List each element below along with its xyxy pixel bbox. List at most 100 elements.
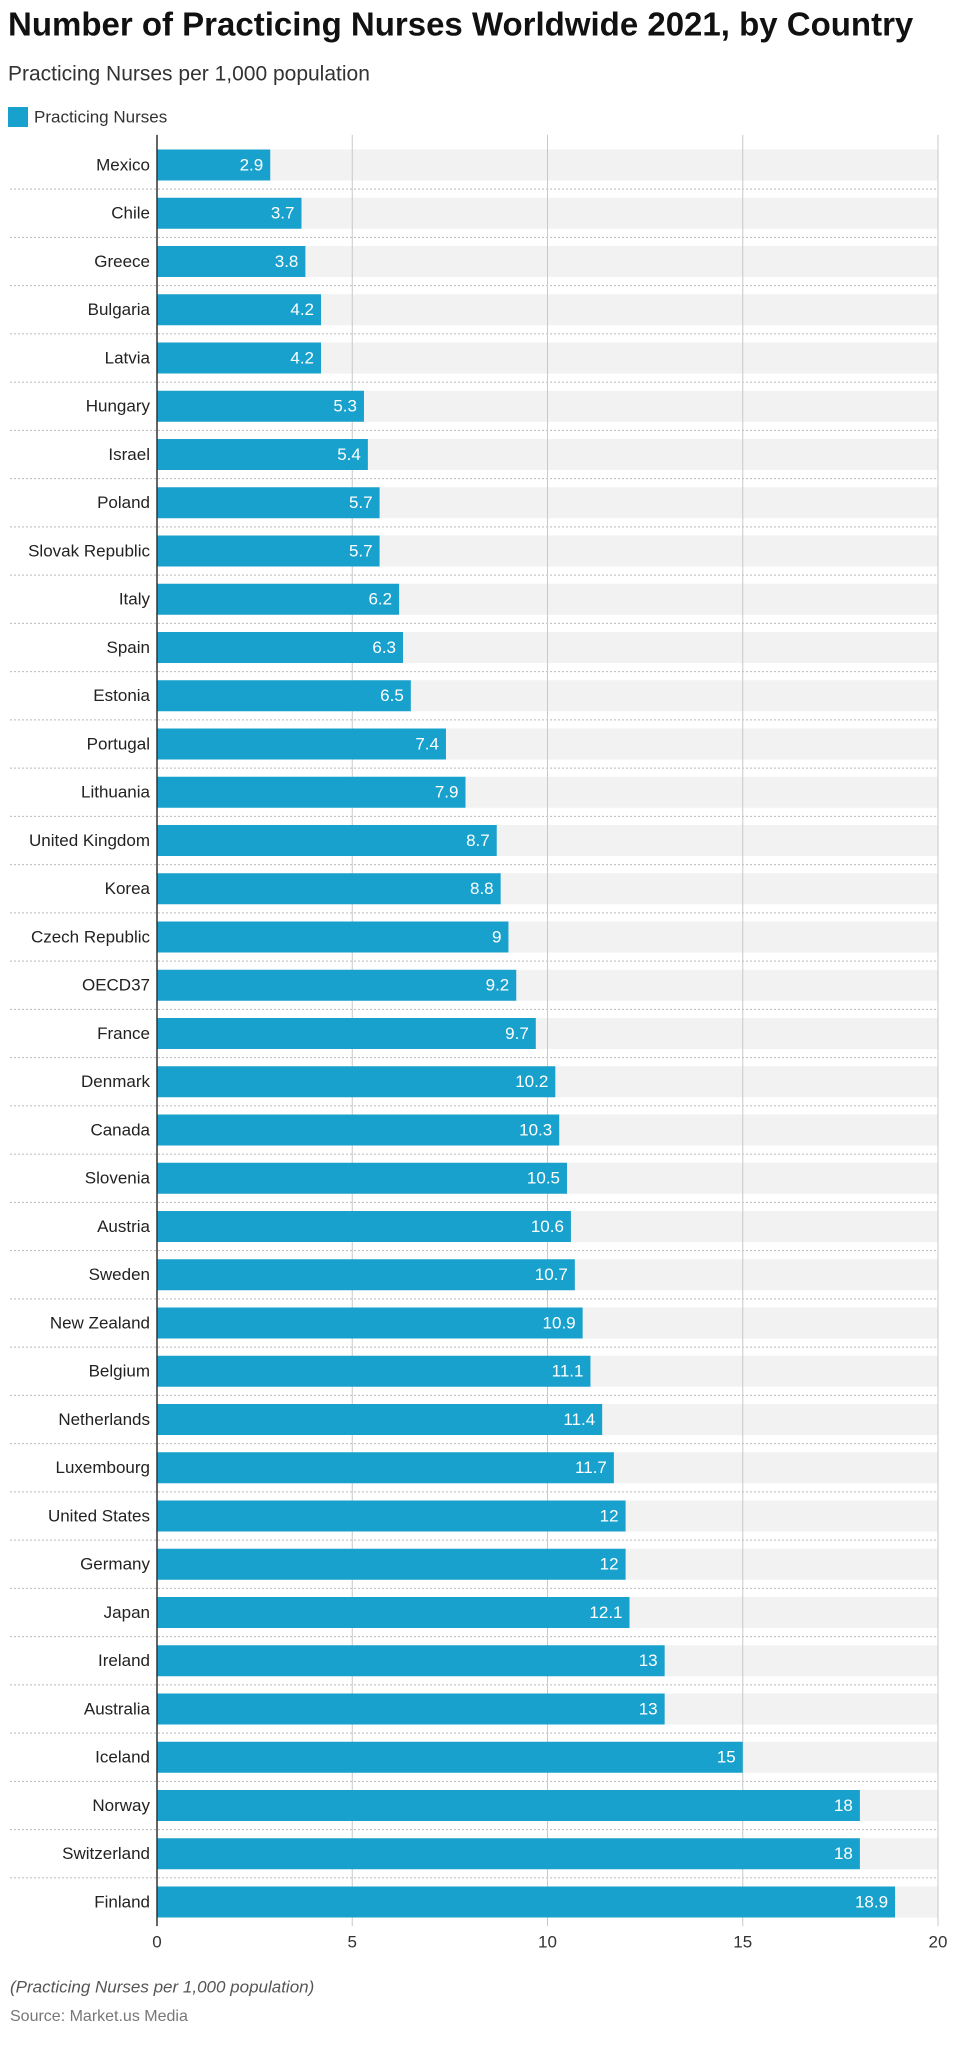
y-tick-label: Czech Republic — [31, 927, 151, 946]
y-tick-label: Switzerland — [62, 1844, 150, 1863]
bar — [157, 1404, 603, 1435]
value-label: 3.8 — [275, 252, 299, 271]
y-tick-label: Hungary — [86, 397, 151, 416]
y-tick-label: Mexico — [96, 155, 150, 174]
bar — [157, 632, 404, 663]
y-tick-label: Japan — [104, 1603, 150, 1622]
value-label: 10.9 — [543, 1313, 576, 1332]
value-label: 10.7 — [535, 1265, 568, 1284]
bar — [157, 342, 322, 374]
bar — [157, 583, 400, 615]
value-label: 6.5 — [380, 686, 404, 705]
bar — [157, 1259, 575, 1291]
value-label: 9.7 — [505, 1024, 529, 1043]
bar — [157, 873, 501, 905]
y-tick-label: Finland — [94, 1892, 150, 1911]
value-label: 2.9 — [240, 155, 264, 174]
bar — [157, 1018, 536, 1049]
bar — [157, 535, 380, 567]
bar — [157, 1162, 568, 1194]
y-tick-label: Canada — [90, 1120, 150, 1139]
bar — [157, 487, 380, 519]
x-tick-label: 0 — [152, 1933, 161, 1952]
y-tick-label: United Kingdom — [29, 831, 150, 850]
value-label: 11.1 — [552, 1362, 584, 1381]
y-tick-label: Portugal — [87, 734, 150, 753]
y-tick-label: Italy — [119, 590, 151, 609]
y-tick-label: Luxembourg — [55, 1458, 150, 1477]
bar — [157, 969, 517, 1001]
bar — [157, 921, 509, 953]
legend-label: Practicing Nurses — [34, 107, 167, 126]
source: Source: Market.us Media — [10, 2008, 188, 2025]
value-label: 5.7 — [349, 493, 373, 512]
bar — [157, 294, 322, 326]
x-tick-label: 5 — [348, 1933, 357, 1952]
value-label: 8.8 — [470, 879, 494, 898]
value-label: 4.2 — [290, 300, 314, 319]
value-label: 7.9 — [435, 783, 459, 802]
y-tick-label: Netherlands — [58, 1410, 150, 1429]
bar — [157, 197, 302, 229]
bar — [157, 680, 411, 712]
bar — [157, 1886, 896, 1918]
value-label: 10.6 — [531, 1217, 564, 1236]
y-tick-label: Belgium — [89, 1362, 150, 1381]
value-label: 18 — [834, 1844, 853, 1863]
y-tick-label: Slovenia — [85, 1169, 151, 1188]
value-label: 12.1 — [589, 1603, 622, 1622]
y-tick-label: Norway — [92, 1796, 150, 1815]
y-tick-label: United States — [48, 1506, 150, 1525]
bar — [157, 1211, 571, 1242]
bar — [157, 776, 466, 808]
bar — [157, 246, 306, 277]
note: (Practicing Nurses per 1,000 population) — [10, 1977, 314, 1996]
bar — [157, 390, 364, 422]
y-tick-label: Bulgaria — [88, 300, 151, 319]
y-tick-label: OECD37 — [82, 976, 150, 995]
legend-swatch — [8, 107, 28, 127]
y-tick-label: Israel — [108, 445, 150, 464]
value-label: 11.4 — [563, 1410, 595, 1429]
bar — [157, 1355, 591, 1387]
value-label: 12 — [600, 1555, 619, 1574]
value-label: 9.2 — [486, 976, 510, 995]
value-label: 4.2 — [290, 348, 314, 367]
y-tick-label: Estonia — [93, 686, 150, 705]
y-tick-label: Greece — [94, 252, 150, 271]
bar — [157, 1452, 614, 1484]
y-tick-label: New Zealand — [50, 1313, 150, 1332]
x-tick-label: 20 — [929, 1933, 948, 1952]
value-label: 6.2 — [368, 590, 392, 609]
value-label: 5.7 — [349, 541, 373, 560]
bar — [157, 1500, 626, 1532]
y-tick-label: Lithuania — [81, 783, 151, 802]
value-label: 13 — [639, 1699, 658, 1718]
value-label: 18.9 — [855, 1892, 888, 1911]
bar — [157, 825, 497, 856]
value-label: 7.4 — [415, 734, 439, 753]
bar — [157, 439, 368, 470]
bar — [157, 728, 446, 760]
value-label: 10.3 — [519, 1120, 552, 1139]
y-tick-label: Ireland — [98, 1651, 150, 1670]
bar — [157, 1548, 626, 1580]
y-tick-label: Sweden — [89, 1265, 150, 1284]
value-label: 6.3 — [372, 638, 396, 657]
bar — [157, 1838, 860, 1870]
x-tick-label: 15 — [733, 1933, 752, 1952]
bar — [157, 1790, 860, 1821]
y-tick-label: Poland — [97, 493, 150, 512]
value-label: 9 — [492, 927, 501, 946]
x-tick-label: 10 — [538, 1933, 557, 1952]
value-label: 5.4 — [337, 445, 361, 464]
value-label: 12 — [600, 1506, 619, 1525]
value-label: 3.7 — [271, 204, 295, 223]
y-tick-label: Spain — [107, 638, 150, 657]
chart-subtitle: Practicing Nurses per 1,000 population — [8, 63, 370, 86]
bar — [157, 1597, 630, 1628]
y-tick-label: Slovak Republic — [28, 541, 150, 560]
y-tick-label: Latvia — [105, 348, 151, 367]
y-tick-label: Germany — [80, 1555, 150, 1574]
